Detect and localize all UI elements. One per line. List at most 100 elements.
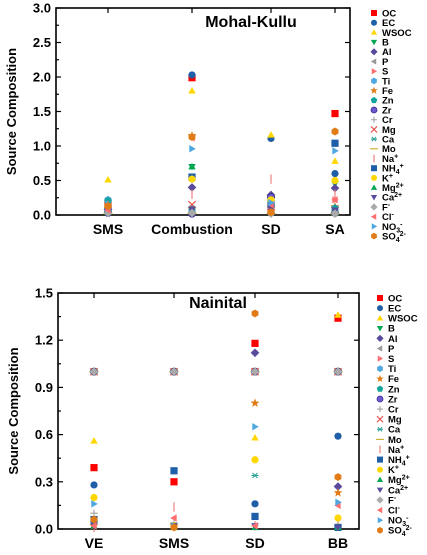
point-wsoc-combustion [188, 87, 196, 94]
panel-nainital: 0.0 0.3 0.6 0.9 1.2 1.5 VE SMS SD BB Source Compos… [6, 286, 418, 552]
point-so4-2minus-ve [90, 515, 98, 524]
legend-label-so4-2minus-sup: 2- [406, 525, 413, 532]
point-oc-sd [251, 339, 259, 347]
point-fminus-bb [333, 367, 343, 376]
legend-marker-b [370, 39, 378, 46]
point-nh4plus-sd [251, 512, 259, 521]
legend-marker-wsoc [376, 315, 384, 321]
legend-label-naplus: Na+ [382, 153, 398, 165]
legend-label-mg2plus: Mg2+ [388, 475, 410, 487]
legend-label-p-base: P [382, 57, 389, 68]
point-oc-sa [331, 109, 339, 118]
legend-label-zn: Zn [388, 384, 400, 395]
legend-label-so4-2minus-sub: 4 [396, 237, 400, 244]
legend-label-naplus-base: Na [382, 154, 395, 165]
legend-marker-ec [377, 305, 383, 312]
plot-frame [55, 7, 351, 216]
y-tick-label: 1.5 [35, 286, 53, 301]
legend-label-s: S [388, 354, 394, 365]
point-so4-2minus-combustion [188, 133, 196, 141]
point-fe-bb [333, 488, 343, 497]
point-oc-sms [170, 478, 178, 486]
legend-label-clminus-base: Cl [382, 212, 392, 223]
legend-marker-ti [377, 365, 383, 372]
legend-label-so4-2minus-sup: 2- [400, 231, 407, 238]
legend-label-mg2plus-base: Mg [382, 183, 396, 194]
legend-label-ca2plus-base: Ca [388, 485, 401, 496]
y-tick-label: 3.0 [33, 1, 51, 16]
point-nh4plus-sa [331, 139, 339, 147]
point-wsoc-ve [90, 437, 98, 444]
plot-frame [57, 292, 360, 530]
point-so4-2minus-bb [334, 473, 342, 482]
legend-label-ec-base: EC [382, 18, 395, 29]
legend-label-mo: Mo [382, 144, 396, 155]
point-so4-2minus-sd [267, 208, 275, 217]
legend-label-oc-base: OC [388, 293, 402, 304]
legend-label-mg: Mg [382, 125, 396, 136]
legend-label-ca2plus-base: Ca [382, 193, 395, 204]
point-ec-ve [90, 481, 98, 489]
y-axis-label: Source Composition [6, 347, 21, 474]
y-tick-label: 0.6 [35, 427, 53, 442]
point-no3minus-ve [91, 500, 98, 508]
x-tick-label-sa: SA [325, 221, 344, 237]
point-kplus-ve [90, 493, 98, 502]
y-tick-label: 1.2 [35, 333, 53, 348]
point-al-combustion [187, 183, 197, 192]
legend-label-so4-2minus: SO42- [382, 231, 407, 244]
legend-label-ti-base: Ti [382, 76, 390, 87]
legend-label-ca: Ca [382, 135, 395, 146]
legend-label-cr: Cr [388, 405, 399, 416]
legend-label-mg-base: Mg [382, 125, 396, 136]
legend-label-naplus-sup: + [394, 153, 398, 160]
point-al-bb [333, 482, 343, 491]
legend-label-no3minus: NO3- [382, 221, 403, 234]
legend-label-fminus-sup: - [388, 202, 391, 209]
point-fminus-sms [169, 367, 179, 376]
legend-label-kplus: K+ [388, 465, 399, 477]
legend-marker-no3minus [371, 223, 378, 230]
legend-label-ec: EC [388, 304, 401, 315]
legend-label-s-base: S [388, 354, 394, 365]
legend-label-oc: OC [382, 8, 396, 19]
legend-label-b: B [382, 38, 389, 49]
point-so4-2minus-sms [170, 523, 178, 532]
legend-label-zn-base: Zn [388, 384, 400, 395]
legend-marker-kplus [377, 466, 383, 473]
legend-label-fe-base: Fe [388, 374, 399, 385]
y-tick-label: 0.0 [33, 208, 51, 223]
legend-label-mg2plus-base: Mg [388, 475, 402, 486]
y-tick-label: 2.0 [33, 70, 51, 85]
y-tick-label: 1.0 [33, 139, 51, 154]
legend-label-fe-base: Fe [382, 86, 393, 97]
point-wsoc-sa [331, 157, 339, 164]
point-clminus-sa [331, 196, 338, 204]
x-tick-label-sd: SD [245, 535, 264, 550]
legend-label-ec-base: EC [388, 304, 401, 315]
legend-marker-b [376, 326, 384, 332]
legend-marker-mg2plus [376, 476, 384, 483]
legend-label-no3minus-base: NO [382, 222, 396, 233]
legend-label-fminus-base: F [388, 495, 394, 506]
legend-label-fminus: F- [388, 495, 397, 507]
legend-label-p: P [382, 57, 389, 68]
legend-label-zn-base: Zn [382, 96, 394, 107]
x-tick-label-sms: SMS [93, 221, 123, 237]
legend-marker-oc [371, 10, 377, 16]
legend-label-nh4plus-sup: + [406, 455, 410, 462]
legend-label-wsoc: WSOC [388, 314, 418, 325]
legend-label-clminus-base: Cl [388, 506, 398, 517]
legend-label-clminus-sup: - [392, 212, 395, 219]
legend-label-kplus-base: K [382, 173, 389, 184]
chart-title: Nainital [189, 295, 247, 312]
legend-label-mg-base: Mg [388, 415, 402, 426]
legend-label-fminus: F- [382, 202, 391, 214]
legend-label-cr-base: Cr [382, 115, 393, 126]
y-tick-label: 2.5 [33, 35, 51, 50]
legend-label-zr-base: Zr [382, 105, 392, 116]
point-no3minus-bb [335, 498, 342, 506]
legend-marker-zr [370, 106, 378, 114]
legend-marker-al [370, 48, 378, 56]
point-ec-sa [331, 170, 339, 178]
